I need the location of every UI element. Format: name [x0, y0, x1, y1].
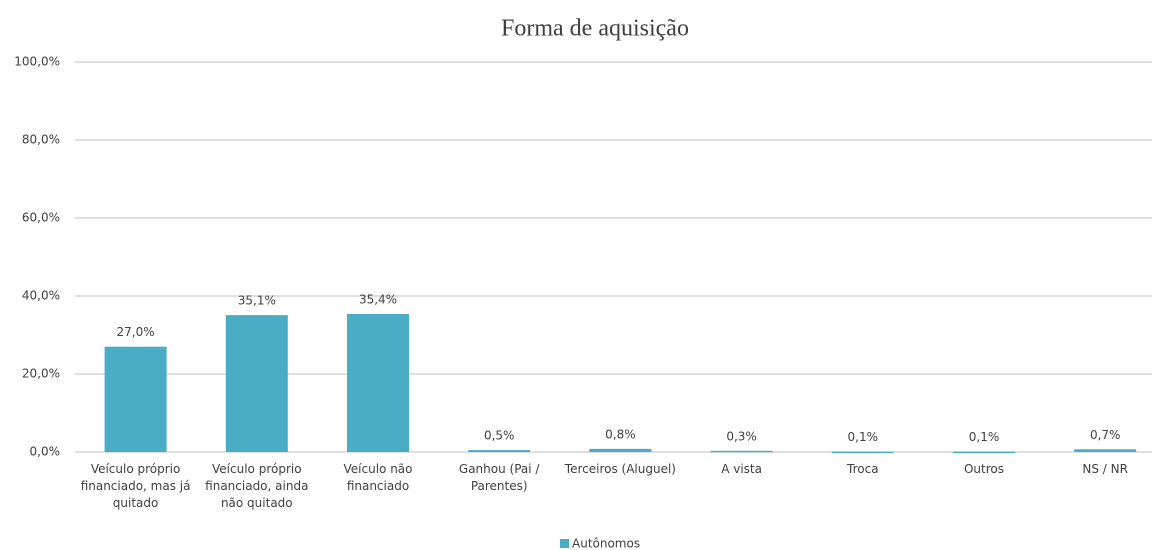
y-tick-label: 100,0% — [14, 55, 60, 69]
bar — [347, 313, 409, 452]
x-tick-label: NS / NR — [1082, 462, 1128, 476]
bar — [225, 315, 288, 452]
y-tick-label: 60,0% — [22, 211, 60, 225]
data-label: 27,0% — [117, 325, 155, 339]
x-tick-label: Veículo próprio financiado, mas já quita… — [80, 462, 191, 510]
y-tick-label: 0,0% — [30, 445, 61, 459]
bar — [831, 451, 894, 454]
legend-swatch — [560, 539, 569, 548]
data-label: 0,8% — [605, 427, 636, 441]
data-label: 0,1% — [969, 430, 1000, 444]
data-label: 35,4% — [359, 292, 397, 306]
y-tick-label: 20,0% — [22, 367, 60, 381]
x-tick-label: A vista — [721, 462, 762, 476]
data-label: 0,7% — [1090, 428, 1121, 442]
x-tick-label: Troca — [847, 462, 879, 476]
y-tick-label: 40,0% — [22, 289, 60, 303]
bar — [589, 448, 652, 452]
bar — [710, 450, 773, 453]
data-label: 0,5% — [484, 429, 515, 443]
x-tick-label: Terceiros (Aluguel) — [564, 462, 676, 476]
data-label: 35,1% — [238, 294, 276, 308]
bar — [468, 450, 531, 452]
legend-label: Autônomos — [572, 537, 640, 550]
chart-title: Forma de aquisição — [501, 16, 689, 42]
bar — [104, 346, 167, 452]
data-label: 0,3% — [726, 429, 757, 443]
y-tick-label: 80,0% — [22, 133, 60, 147]
bar — [1074, 449, 1137, 452]
x-tick-label: Outros — [963, 462, 1005, 476]
x-tick-label: Veículo próprio financiado, ainda não qu… — [205, 462, 309, 510]
data-label: 0,1% — [848, 430, 879, 444]
bar — [953, 451, 1015, 454]
x-tick-label: Ganhou (Pai / Parentes) — [458, 462, 540, 493]
x-tick-label: Veículo não financiado — [343, 462, 413, 493]
